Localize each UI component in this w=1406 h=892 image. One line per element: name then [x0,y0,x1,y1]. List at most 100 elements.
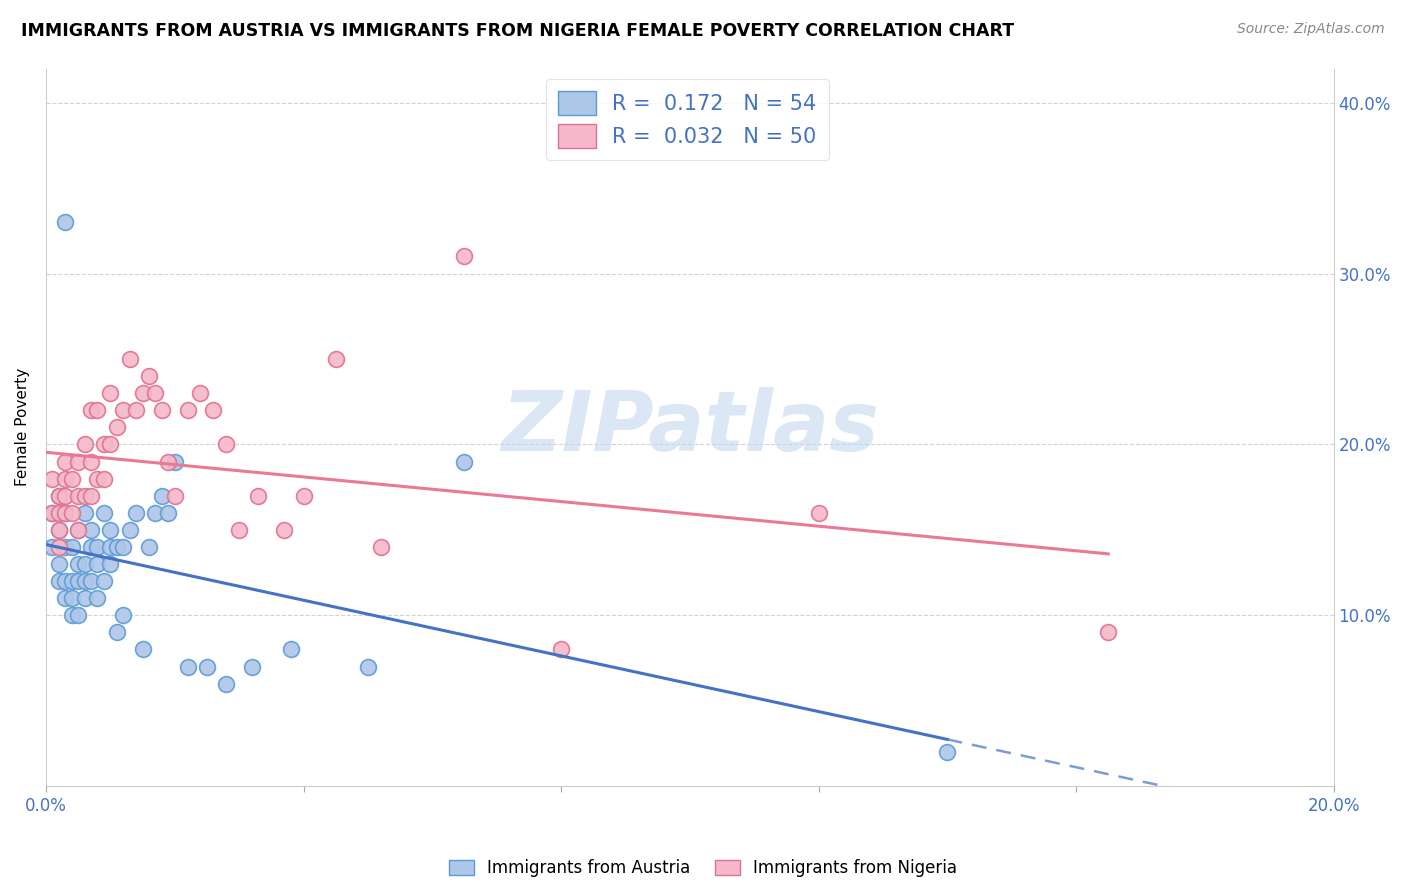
Point [86,557,108,571]
Point [98,540,121,554]
Point [53,574,76,588]
Point [98,557,121,571]
Point [807,506,830,520]
Point [240,659,263,673]
Point [190,386,212,401]
Point [60,540,83,554]
Point [41,540,63,554]
Point [60,608,83,623]
Point [98,437,121,451]
Point [131,642,153,657]
Point [98,386,121,401]
Point [80,454,103,468]
Point [370,540,392,554]
Y-axis label: Female Poverty: Female Poverty [15,368,30,486]
Point [163,489,186,503]
Point [48,489,70,503]
Point [73,574,96,588]
Point [73,489,96,503]
Point [150,489,173,503]
Point [98,523,121,537]
Point [357,659,380,673]
Point [163,454,186,468]
Point [86,472,108,486]
Point [118,351,141,366]
Point [150,403,173,417]
Point [48,489,70,503]
Point [195,659,218,673]
Point [157,454,180,468]
Point [105,540,128,554]
Point [41,506,63,520]
Point [292,489,315,503]
Point [86,540,108,554]
Point [48,523,70,537]
Point [60,506,83,520]
Point [48,574,70,588]
Point [247,489,270,503]
Point [80,540,103,554]
Point [93,472,115,486]
Point [93,437,115,451]
Point [53,540,76,554]
Point [325,351,347,366]
Legend: R =  0.172   N = 54, R =  0.032   N = 50: R = 0.172 N = 54, R = 0.032 N = 50 [546,78,830,161]
Point [73,506,96,520]
Point [41,506,63,520]
Point [67,489,90,503]
Point [48,523,70,537]
Point [73,591,96,606]
Point [48,506,70,520]
Point [145,386,167,401]
Point [215,437,238,451]
Point [80,489,103,503]
Point [112,608,135,623]
Point [280,642,302,657]
Point [145,506,167,520]
Point [138,369,160,384]
Point [273,523,295,537]
Text: Source: ZipAtlas.com: Source: ZipAtlas.com [1237,22,1385,37]
Point [53,591,76,606]
Point [105,625,128,640]
Point [176,659,198,673]
Text: ZIPatlas: ZIPatlas [501,387,879,467]
Point [67,608,90,623]
Point [67,523,90,537]
Point [73,437,96,451]
Point [48,557,70,571]
Point [53,215,76,229]
Point [453,454,475,468]
Point [53,489,76,503]
Point [60,591,83,606]
Point [86,591,108,606]
Point [1097,625,1119,640]
Point [86,403,108,417]
Point [67,557,90,571]
Point [176,403,198,417]
Point [138,540,160,554]
Point [80,574,103,588]
Point [67,574,90,588]
Point [105,420,128,434]
Point [125,403,148,417]
Point [60,574,83,588]
Point [93,506,115,520]
Point [60,472,83,486]
Point [112,403,135,417]
Point [112,540,135,554]
Point [67,523,90,537]
Point [53,506,76,520]
Text: IMMIGRANTS FROM AUSTRIA VS IMMIGRANTS FROM NIGERIA FEMALE POVERTY CORRELATION CH: IMMIGRANTS FROM AUSTRIA VS IMMIGRANTS FR… [21,22,1014,40]
Point [202,403,225,417]
Point [550,642,572,657]
Point [53,454,76,468]
Point [936,745,959,759]
Point [80,403,103,417]
Point [80,523,103,537]
Point [53,506,76,520]
Point [67,454,90,468]
Point [453,250,475,264]
Point [131,386,153,401]
Point [48,540,70,554]
